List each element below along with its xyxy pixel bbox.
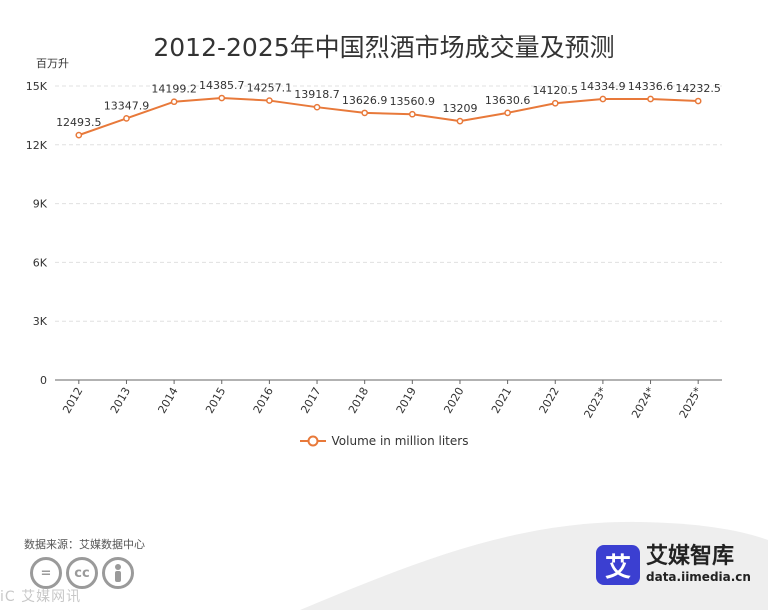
data-point	[361, 109, 369, 117]
data-label: 13209	[442, 102, 477, 115]
data-point	[313, 103, 321, 111]
attribution-person-icon	[102, 557, 134, 589]
y-tick-label: 0	[40, 374, 47, 387]
series-line	[78, 97, 699, 137]
data-point	[599, 95, 607, 103]
data-point	[218, 94, 226, 102]
watermark: iC 艾媒网讯	[0, 589, 82, 605]
data-label: 14334.9	[580, 80, 626, 93]
license-icons: = cc	[30, 557, 134, 589]
data-point	[266, 97, 273, 104]
data-label: 12493.5	[56, 116, 102, 129]
legend-label: Volume in million liters	[331, 434, 469, 448]
y-tick-label: 3K	[33, 315, 48, 328]
data-label: 14120.5	[533, 84, 579, 97]
data-label: 13918.7	[294, 88, 340, 101]
equals-license-icon: =	[30, 557, 62, 589]
data-label: 14336.6	[628, 80, 674, 93]
data-source-note: 数据来源：艾媒数据中心	[24, 538, 145, 551]
chart-legend[interactable]: Volume in million liters	[0, 434, 768, 448]
data-point	[408, 110, 416, 118]
y-tick-label: 12K	[26, 139, 48, 152]
brand-url: data.iimedia.cn	[646, 570, 751, 584]
data-point	[170, 98, 178, 106]
data-label: 13626.9	[342, 94, 388, 107]
data-point	[123, 115, 130, 122]
brand-logo-icon: 艾	[596, 545, 640, 585]
data-label: 14199.2	[151, 83, 197, 96]
brand-name: 艾媒智库	[646, 544, 735, 569]
data-label: 14232.5	[675, 82, 721, 95]
data-point	[551, 99, 559, 107]
legend-line-marker-icon	[299, 435, 326, 447]
y-tick-label: 6K	[33, 256, 48, 269]
data-point	[456, 117, 464, 125]
y-tick-label: 15K	[26, 80, 48, 93]
data-point	[75, 131, 83, 139]
creative-commons-icon: cc	[66, 557, 98, 589]
data-label: 14257.1	[247, 82, 293, 95]
data-point	[504, 109, 511, 117]
data-point	[647, 95, 654, 103]
chart-title: 2012-2025年中国烈酒市场成交量及预测	[153, 33, 615, 62]
data-label: 13560.9	[390, 95, 436, 108]
brand-block[interactable]: 艾 艾媒智库 data.iimedia.cn	[596, 545, 751, 585]
data-label: 13347.9	[104, 99, 150, 112]
data-point	[694, 97, 702, 105]
data-label: 13630.6	[485, 94, 531, 107]
y-tick-label: 9K	[33, 198, 48, 211]
y-axis-unit-label: 百万升	[36, 57, 69, 70]
data-label: 14385.7	[199, 79, 245, 92]
